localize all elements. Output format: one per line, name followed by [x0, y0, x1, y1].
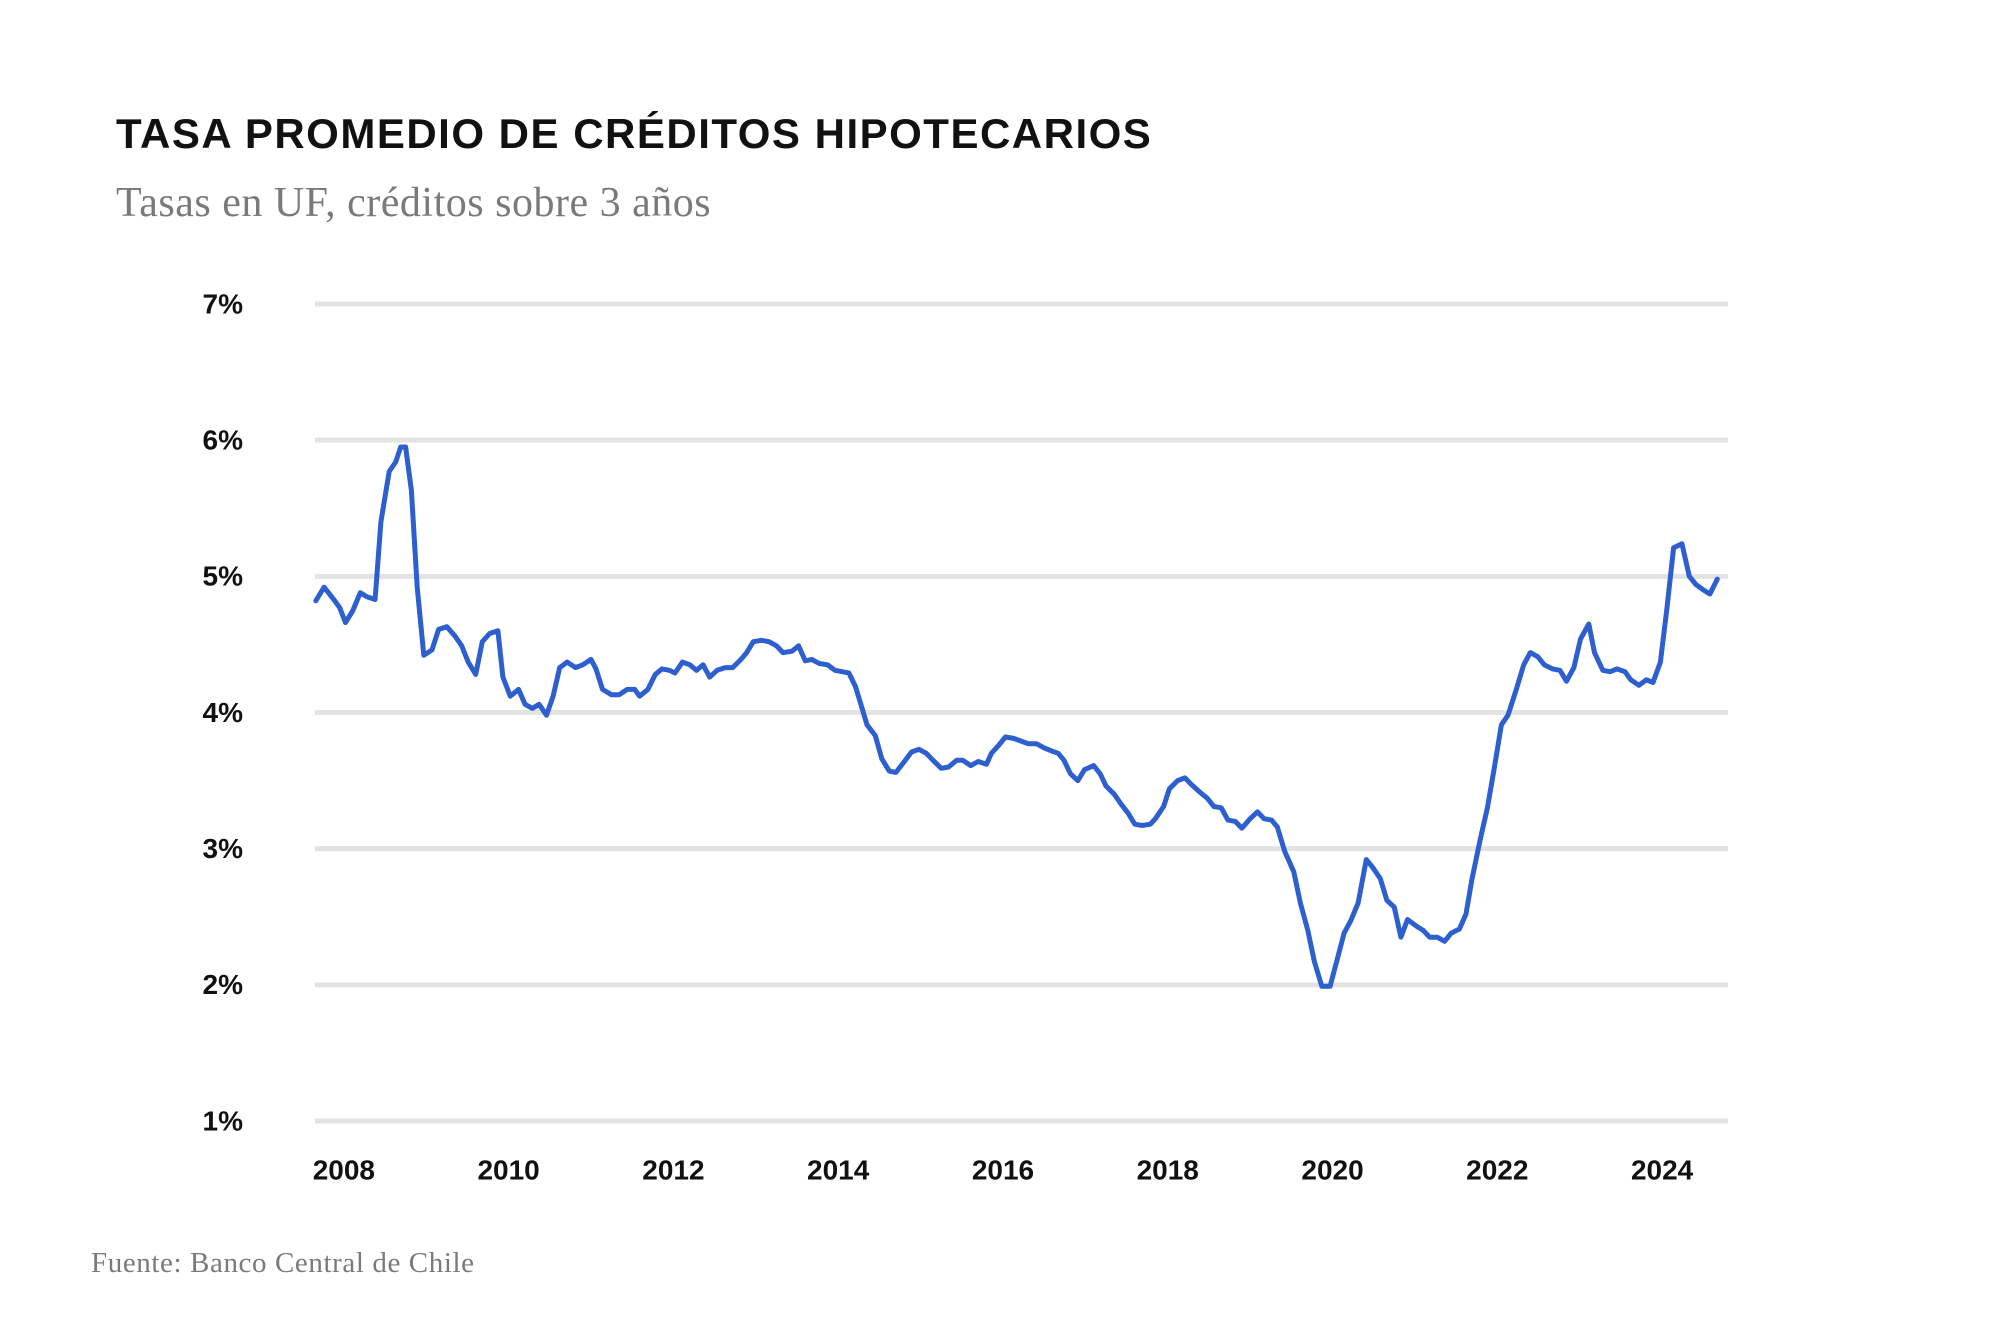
y-tick-label: 3%: [203, 833, 244, 864]
x-tick-label: 2024: [1631, 1154, 1694, 1185]
source-note: Fuente: Banco Central de Chile: [91, 1247, 475, 1279]
x-tick-label: 2018: [1137, 1154, 1199, 1185]
chart-title: TASA PROMEDIO DE CRÉDITOS HIPOTECARIOS: [116, 110, 1152, 157]
x-tick-label: 2014: [807, 1154, 870, 1185]
y-tick-label: 1%: [203, 1105, 244, 1136]
x-tick-label: 2016: [972, 1154, 1034, 1185]
x-tick-label: 2020: [1301, 1154, 1363, 1185]
x-tick-label: 2010: [477, 1154, 539, 1185]
y-tick-label: 2%: [203, 969, 244, 1000]
y-tick-label: 6%: [203, 425, 244, 456]
data-line: [313, 444, 1720, 989]
x-tick-label: 2022: [1466, 1154, 1528, 1185]
y-tick-label: 5%: [203, 561, 244, 592]
x-tick-label: 2012: [642, 1154, 704, 1185]
x-tick-label: 2008: [313, 1154, 375, 1185]
y-tick-label: 7%: [203, 288, 244, 319]
y-tick-label: 4%: [203, 697, 244, 728]
chart-subtitle: Tasas en UF, créditos sobre 3 años: [116, 180, 711, 226]
